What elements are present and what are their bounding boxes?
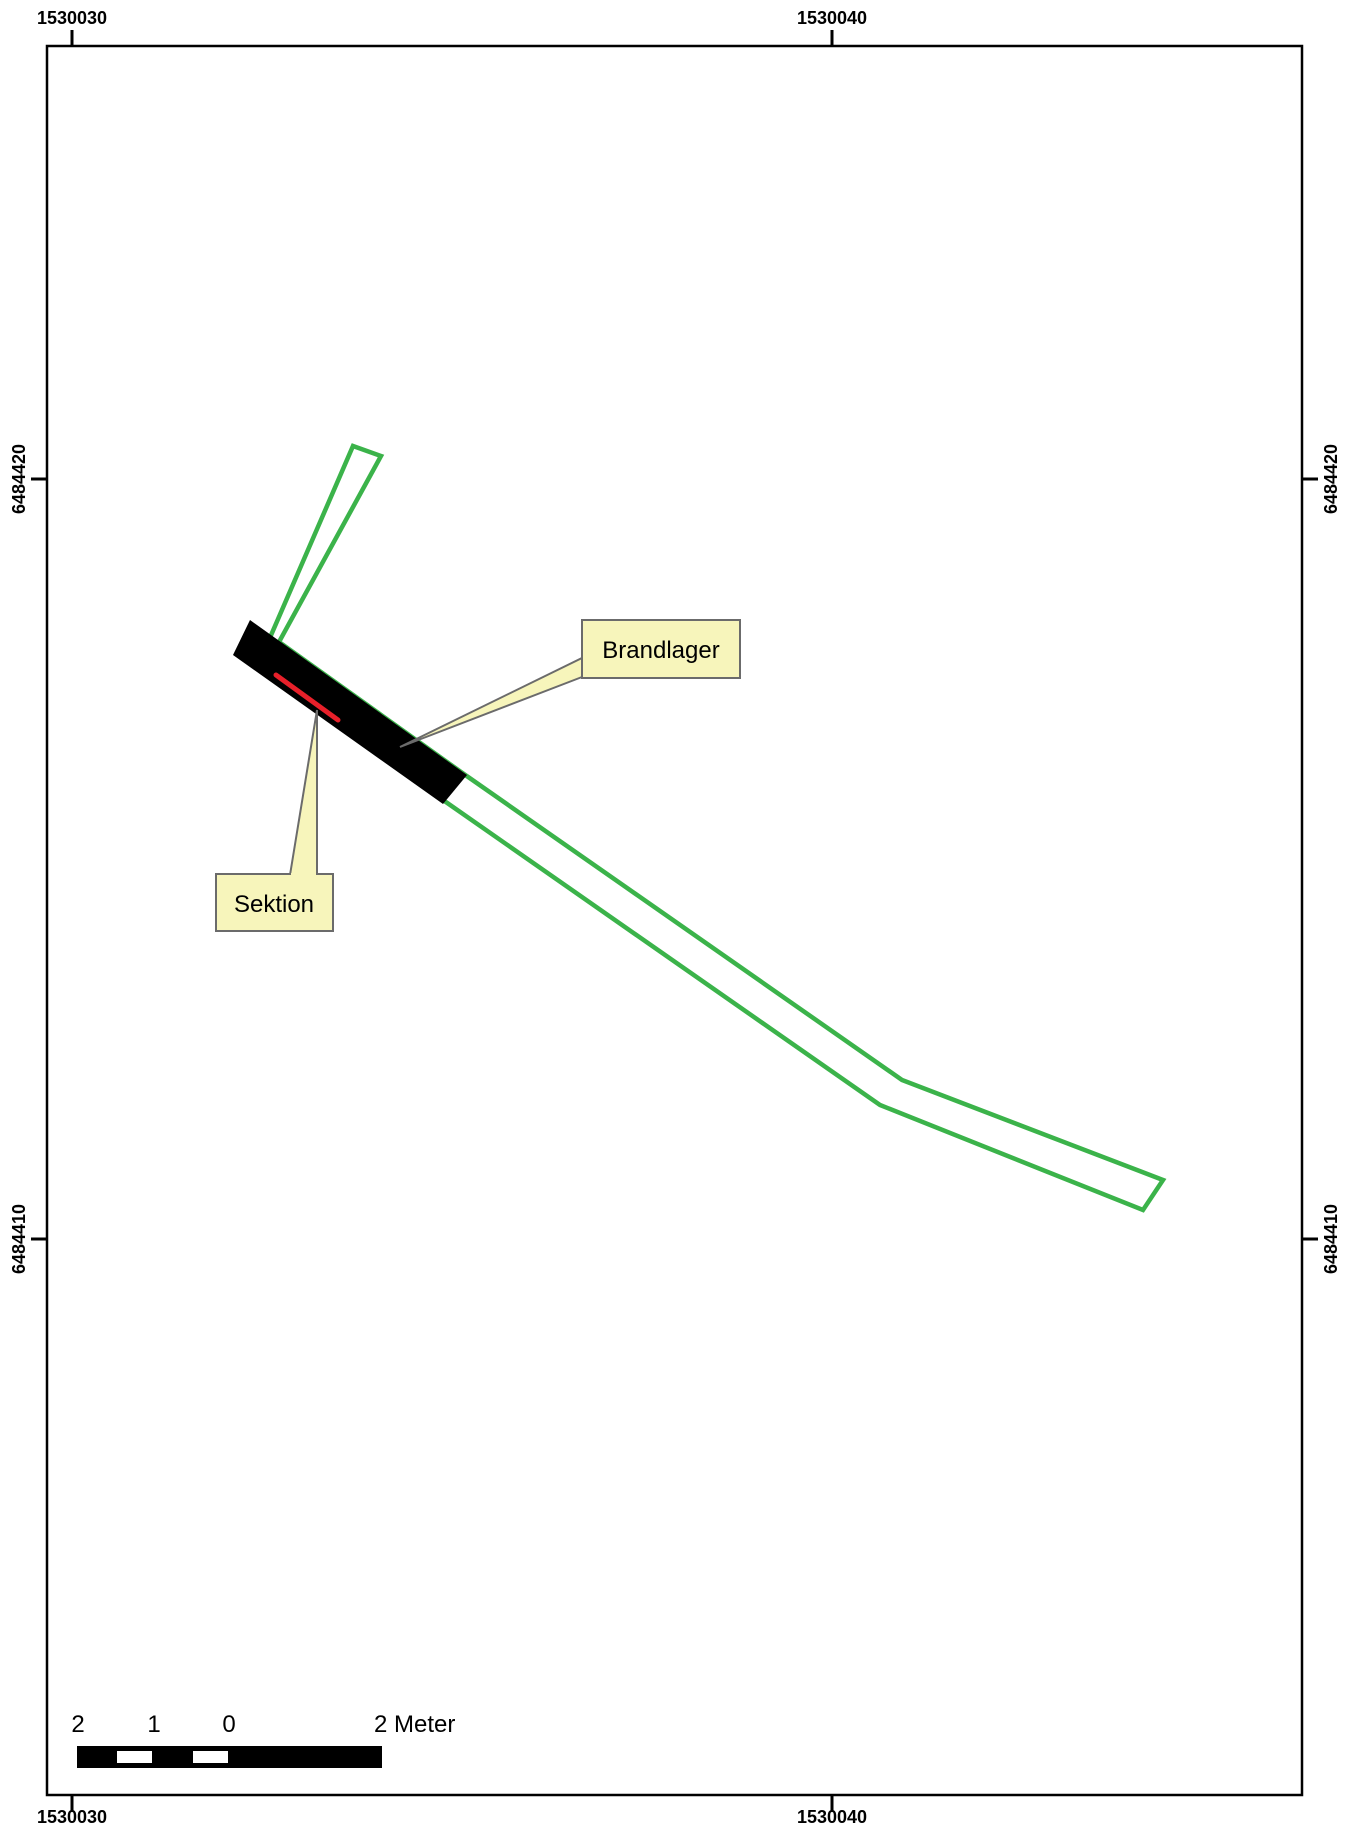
right-tick-label-1: 6484420: [1321, 444, 1341, 514]
scale-bar-segment-white-1: [117, 1751, 152, 1763]
brandlager-callout-pointer: [399, 656, 583, 748]
tick-marks: [31, 30, 1318, 1811]
trench-outline: [256, 443, 1167, 1213]
map-frame: [45, 44, 1304, 1797]
brandlager-label: Brandlager: [602, 637, 719, 664]
bottom-tick-label-2: 1530040: [797, 1807, 867, 1827]
scale-label-0: 0: [222, 1711, 235, 1738]
sektion-callout-box: [215, 873, 334, 932]
left-tick-label-1: 6484420: [9, 444, 29, 514]
top-tick-label-2: 1530040: [797, 8, 867, 28]
sektion-label: Sektion: [234, 891, 314, 918]
section-line: [273, 672, 341, 723]
left-tick-label-2: 6484410: [9, 1204, 29, 1274]
top-tick-label-1: 1530030: [37, 8, 107, 28]
burn-layer-polygon: [233, 620, 467, 804]
scale-bar-body: [77, 1746, 382, 1768]
scale-bar-segment-white-2: [193, 1751, 228, 1763]
right-tick-label-2: 6484410: [1321, 1204, 1341, 1274]
sektion-callout: Sektion: [215, 709, 334, 932]
sektion-callout-pointer: [288, 709, 318, 876]
brandlager-callout: Brandlager: [399, 619, 741, 748]
brandlager-callout-box: [581, 619, 741, 679]
scale-label-1: 1: [147, 1711, 160, 1738]
bottom-tick-label-1: 1530030: [37, 1807, 107, 1827]
scale-label-2-left: 2: [71, 1711, 84, 1738]
scale-bar: 2 1 0 2 Meter: [71, 1711, 455, 1768]
scale-label-2-meter: 2 Meter: [374, 1711, 455, 1738]
